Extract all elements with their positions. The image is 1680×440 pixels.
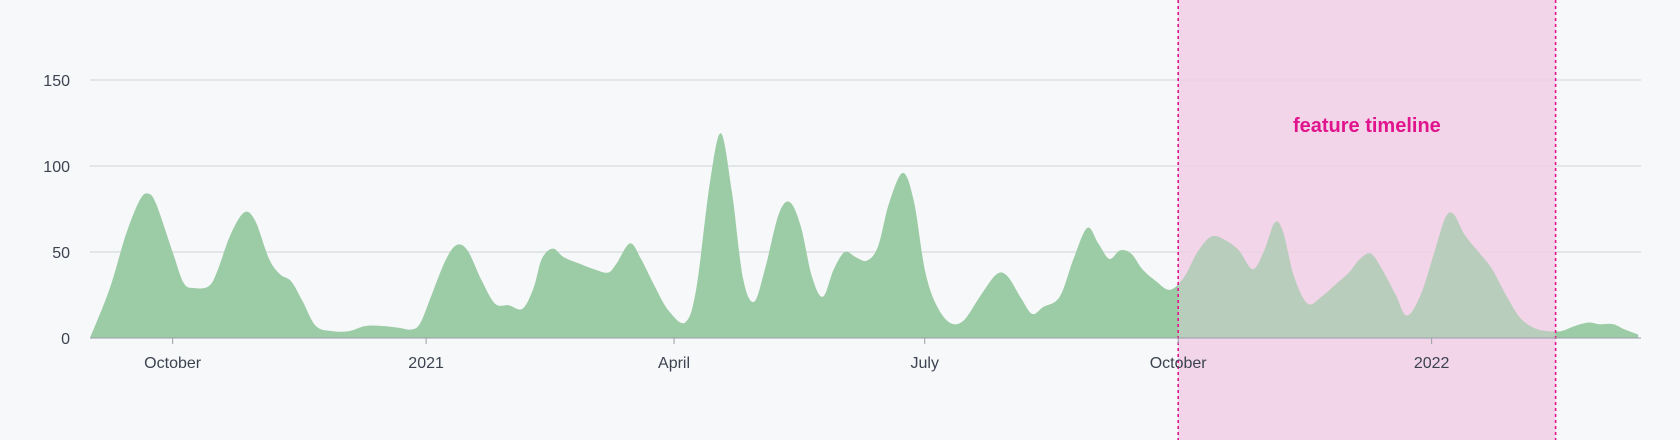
- y-tick-label: 150: [43, 73, 70, 90]
- y-tick-label: 50: [52, 245, 70, 262]
- feature-timeline-label: feature timeline: [1293, 115, 1441, 137]
- series-area: [90, 133, 1639, 338]
- axes: [90, 337, 1641, 344]
- x-tick-label: July: [911, 355, 939, 372]
- feature-timeline-band-fill: [1178, 0, 1556, 440]
- x-tick-label: October: [144, 355, 202, 372]
- series-area-path: [90, 133, 1639, 338]
- x-tick-label: April: [658, 355, 690, 372]
- tick-labels: 0 50 100 150 October 2021 April July October 2022: [43, 73, 1449, 372]
- x-tick-label: 2022: [1414, 355, 1450, 372]
- y-tick-label: 0: [61, 331, 70, 348]
- feature-timeline-band: [1178, 0, 1556, 440]
- x-tick-label: 2021: [408, 355, 444, 372]
- feature-timeline-overlay: feature timeline: [1177, 0, 1557, 440]
- feature-timeline-band-tint: [1178, 0, 1556, 440]
- x-tick-label: October: [1150, 355, 1208, 372]
- y-tick-label: 100: [43, 159, 70, 176]
